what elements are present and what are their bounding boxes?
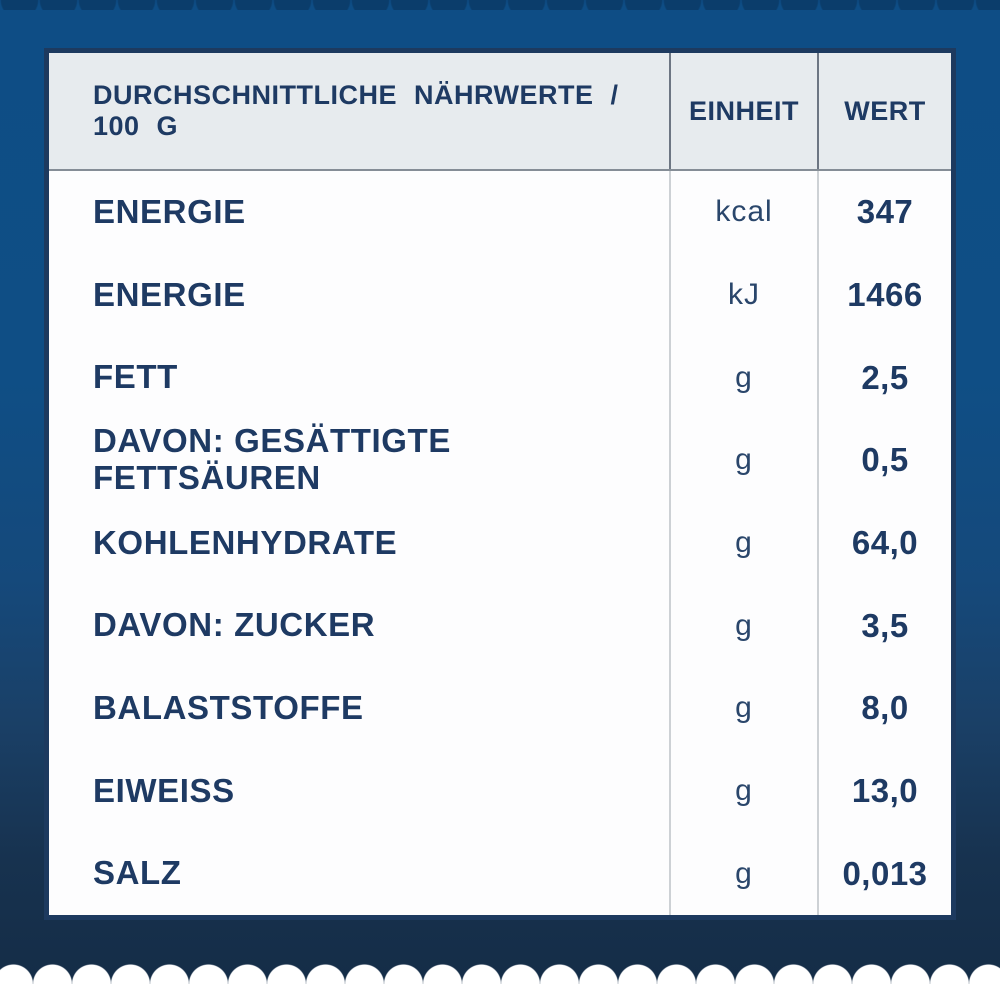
- row-unit: kcal: [715, 195, 773, 229]
- row-value: 13,0: [851, 772, 919, 810]
- row-value: 1466: [847, 276, 923, 313]
- row-unit: g: [735, 443, 753, 477]
- row-label: ENERGIE: [93, 192, 246, 230]
- row-label: ENERGIE: [93, 275, 246, 313]
- row-value: 0,013: [842, 854, 928, 892]
- row-value: 0,5: [861, 441, 909, 479]
- table-body: ENERGIE kcal 347 ENERGIE kJ 1466 FETT g …: [49, 171, 951, 916]
- row-label: FETT: [93, 358, 178, 396]
- top-scallop-edge: [0, 0, 1000, 10]
- row-value: 64,0: [851, 524, 919, 562]
- header-unit: EINHEIT: [669, 53, 817, 169]
- row-label: SALZ: [93, 854, 182, 892]
- row-label: DAVON: ZUCKER: [93, 606, 376, 644]
- table-row: ENERGIE kJ 1466: [49, 253, 951, 337]
- row-unit: g: [735, 360, 753, 394]
- row-label: BALASTSTOFFE: [93, 688, 364, 726]
- bottom-scallop-edge: [0, 964, 1000, 1000]
- table-row: ENERGIE kcal 347: [49, 171, 951, 254]
- table-row: BALASTSTOFFE g 8,0: [49, 667, 951, 750]
- header-nutrients: DURCHSCHNITTLICHE NÄHRWERTE / 100 G: [93, 80, 619, 141]
- row-unit: g: [735, 691, 753, 725]
- row-value: 3,5: [861, 606, 909, 644]
- table-row: SALZ g 0,013: [49, 832, 951, 916]
- row-unit: kJ: [728, 278, 760, 311]
- row-unit: g: [735, 608, 753, 642]
- header-value: WERT: [817, 53, 951, 169]
- row-unit: g: [735, 526, 753, 560]
- row-unit: g: [735, 774, 753, 808]
- row-label: EIWEISS: [93, 771, 235, 809]
- table-row: DAVON: ZUCKER g 3,5: [49, 584, 951, 668]
- nutrition-table: DURCHSCHNITTLICHE NÄHRWERTE / 100 G EINH…: [44, 48, 956, 920]
- table-row: DAVON: GESÄTTIGTE FETTSÄUREN g 0,5: [49, 419, 951, 502]
- row-label: DAVON: GESÄTTIGTE FETTSÄUREN: [93, 422, 451, 497]
- row-value: 8,0: [861, 689, 909, 727]
- row-value: 2,5: [861, 358, 909, 396]
- table-row: KOHLENHYDRATE g 64,0: [49, 501, 951, 585]
- table-row: EIWEISS g 13,0: [49, 749, 951, 833]
- row-unit: g: [735, 856, 753, 890]
- row-value: 347: [856, 193, 914, 231]
- table-header-row: DURCHSCHNITTLICHE NÄHRWERTE / 100 G EINH…: [49, 53, 951, 171]
- table-row: FETT g 2,5: [49, 336, 951, 420]
- row-label: KOHLENHYDRATE: [93, 523, 398, 561]
